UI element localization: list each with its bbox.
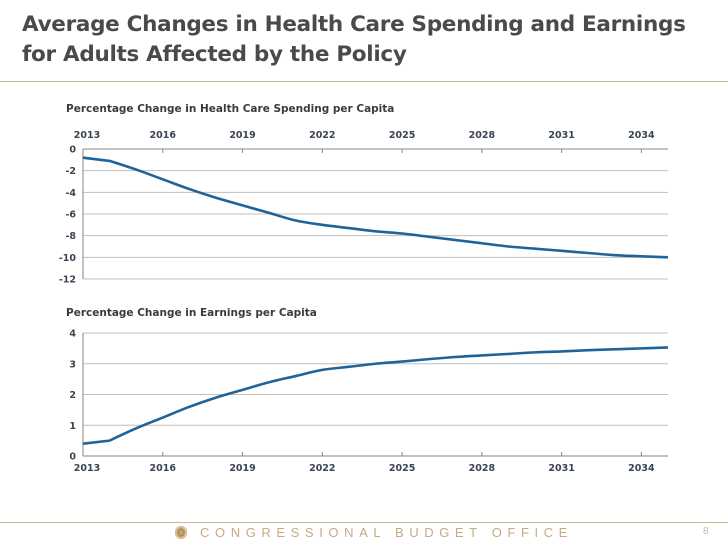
x-tick-label: 2034: [628, 463, 655, 474]
spending-y-tick-labels: 0 -2 -4 -6 -8 -10 -12: [59, 145, 77, 286]
y-tick-label: 3: [69, 359, 76, 370]
spending-chart: Percentage Change in Health Care Spendin…: [59, 103, 669, 286]
y-tick-label: -12: [59, 275, 76, 286]
y-tick-label: 2: [69, 390, 76, 401]
spending-x-tick-labels: 2013 2016 2019 2022 2025 2028 2031 2034: [74, 130, 655, 141]
y-tick-label: 0: [69, 145, 76, 156]
y-tick-label: -4: [65, 188, 76, 199]
earnings-y-tick-labels: 4 3 2 1 0: [69, 329, 76, 463]
y-tick-label: 4: [69, 329, 76, 340]
earnings-x-tick-labels: 2013 2016 2019 2022 2025 2028 2031 2034: [74, 463, 655, 474]
footer-organization: CONGRESSIONAL BUDGET OFFICE: [200, 525, 573, 540]
earnings-gridlines: [83, 332, 668, 426]
earnings-axes: [82, 333, 668, 457]
x-tick-label: 2025: [389, 130, 415, 141]
x-tick-label: 2028: [469, 463, 496, 474]
y-tick-label: -8: [65, 231, 76, 242]
title-divider: [0, 81, 728, 82]
earnings-chart: Percentage Change in Earnings per Capita…: [66, 307, 669, 474]
y-tick-label: -6: [65, 210, 76, 221]
y-tick-label: -10: [59, 253, 77, 264]
slide-title: Average Changes in Health Care Spending …: [22, 12, 686, 67]
x-tick-label: 2013: [74, 130, 100, 141]
x-tick-label: 2031: [548, 130, 574, 141]
spending-gridlines: [83, 170, 668, 280]
spending-axes: [82, 148, 668, 279]
x-tick-label: 2028: [469, 130, 496, 141]
x-tick-label: 2016: [150, 463, 177, 474]
x-tick-label: 2034: [628, 130, 655, 141]
page-number: 8: [703, 526, 709, 537]
x-tick-label: 2019: [229, 130, 255, 141]
cbo-seal-icon: [175, 526, 187, 539]
x-tick-label: 2031: [548, 463, 574, 474]
slide-footer: CONGRESSIONAL BUDGET OFFICE 8: [0, 524, 728, 544]
earnings-chart-title: Percentage Change in Earnings per Capita: [66, 307, 317, 319]
x-tick-label: 2025: [389, 463, 415, 474]
x-tick-label: 2022: [309, 463, 335, 474]
earnings-series-line: [82, 346, 669, 445]
spending-series-line: [82, 156, 669, 259]
x-tick-label: 2019: [229, 463, 255, 474]
x-tick-label: 2016: [150, 130, 177, 141]
x-tick-label: 2022: [309, 130, 335, 141]
x-tick-label: 2013: [74, 463, 100, 474]
charts-area: Percentage Change in Health Care Spendin…: [59, 103, 669, 474]
y-tick-label: 0: [69, 452, 76, 463]
y-tick-label: -2: [65, 166, 76, 177]
spending-chart-title: Percentage Change in Health Care Spendin…: [66, 103, 394, 115]
footer-divider: [0, 522, 728, 523]
y-tick-label: 1: [69, 421, 76, 432]
